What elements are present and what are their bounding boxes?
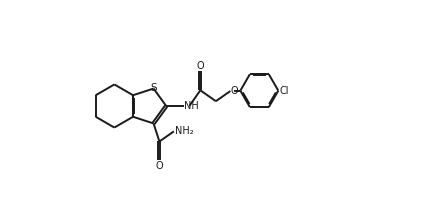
Text: O: O <box>196 60 204 71</box>
Text: S: S <box>150 83 157 93</box>
Text: NH₂: NH₂ <box>175 126 193 136</box>
Text: NH: NH <box>184 101 199 111</box>
Text: O: O <box>155 161 163 171</box>
Text: O: O <box>231 86 239 96</box>
Text: Cl: Cl <box>279 86 288 96</box>
